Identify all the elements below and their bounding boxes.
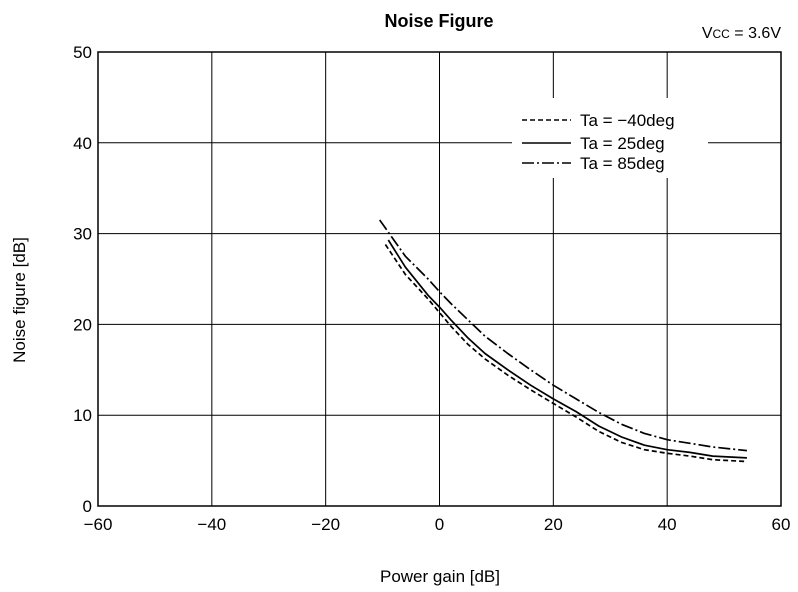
- x-tick-label: 40: [658, 515, 677, 534]
- legend-label-ta-25: Ta = 25deg: [580, 134, 665, 153]
- legend: Ta = −40deg Ta = 25deg Ta = 85deg: [512, 98, 708, 178]
- series-line-2: [379, 219, 747, 452]
- y-tick-label: 20: [73, 315, 92, 334]
- legend-label-ta-minus40: Ta = −40deg: [580, 111, 675, 130]
- x-tick-label: 20: [544, 515, 563, 534]
- x-tick-label: 0: [435, 515, 444, 534]
- legend-label-ta-85: Ta = 85deg: [580, 154, 665, 173]
- y-tick-label: 30: [73, 225, 92, 244]
- y-tick-label: 10: [73, 406, 92, 425]
- y-axis-label: Noise figure [dB]: [10, 237, 29, 363]
- y-tick-label: 50: [73, 43, 92, 62]
- plot-frame: [97, 51, 782, 507]
- chart-title: Noise Figure: [384, 11, 493, 31]
- series-line-1: [387, 239, 747, 459]
- y-tick-label: 40: [73, 134, 92, 153]
- series-line-0: [384, 244, 747, 463]
- x-tick-label: −40: [197, 515, 226, 534]
- y-tick-labels: 0 10 20 30 40 50: [73, 43, 92, 516]
- y-tick-label: 0: [83, 497, 92, 516]
- x-tick-label: 60: [772, 515, 791, 534]
- series-lines: [379, 219, 747, 463]
- x-tick-label: −20: [311, 515, 340, 534]
- vcc-annotation: VCC = 3.6V: [702, 25, 781, 42]
- legend-background: [512, 98, 708, 178]
- x-tick-label: −60: [84, 515, 113, 534]
- x-tick-labels: −60 −40 −20 0 20 40 60: [84, 515, 791, 534]
- x-axis-label: Power gain [dB]: [380, 567, 500, 586]
